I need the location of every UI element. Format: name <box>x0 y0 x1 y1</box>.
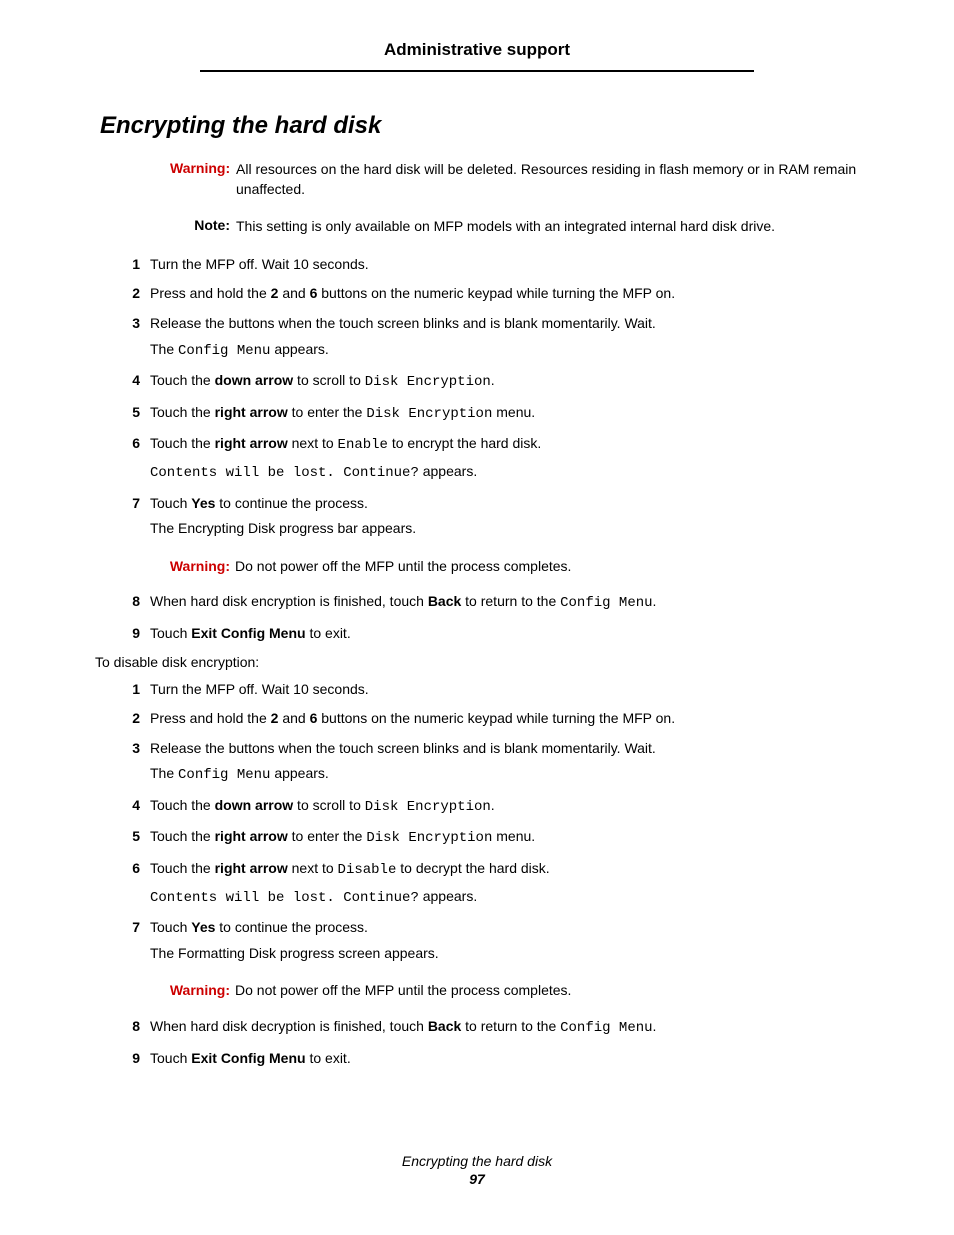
step-body: Touch the down arrow to scroll to Disk E… <box>150 796 859 818</box>
step-number: 7 <box>125 918 150 938</box>
warning-text: Do not power off the MFP until the proce… <box>235 557 571 577</box>
step-number: 3 <box>125 314 150 334</box>
step-item: 9 Touch Exit Config Menu to exit. <box>125 1049 859 1069</box>
note-label: Note: <box>194 217 230 233</box>
step-number: 1 <box>125 255 150 275</box>
step-body: Touch the right arrow next to Enable to … <box>150 434 859 483</box>
step-number: 4 <box>125 796 150 816</box>
step-item: 8 When hard disk decryption is finished,… <box>125 1017 859 1039</box>
steps-encrypt: 1 Turn the MFP off. Wait 10 seconds. 2 P… <box>125 255 859 644</box>
step-item: 6 Touch the right arrow next to Enable t… <box>125 434 859 483</box>
step-body: Press and hold the 2 and 6 buttons on th… <box>150 709 859 729</box>
step-body: Touch the right arrow to enter the Disk … <box>150 403 859 425</box>
step-item: 3 Release the buttons when the touch scr… <box>125 314 859 361</box>
step-number: 6 <box>125 434 150 454</box>
disable-intro: To disable disk encryption: <box>95 654 859 670</box>
step-number: 8 <box>125 1017 150 1037</box>
step-body: Release the buttons when the touch scree… <box>150 314 859 361</box>
note-text: This setting is only available on MFP mo… <box>236 217 859 237</box>
warning-label: Warning: <box>150 557 235 577</box>
step-body: Touch Exit Config Menu to exit. <box>150 624 859 644</box>
step-number: 3 <box>125 739 150 759</box>
page-footer: Encrypting the hard disk 97 <box>0 1153 954 1187</box>
steps-disable: 1 Turn the MFP off. Wait 10 seconds. 2 P… <box>125 680 859 1069</box>
step-item: 8 When hard disk encryption is finished,… <box>125 592 859 614</box>
step-body: Touch the right arrow to enter the Disk … <box>150 827 859 849</box>
step-body: When hard disk encryption is finished, t… <box>150 592 859 614</box>
step-body: Touch Exit Config Menu to exit. <box>150 1049 859 1069</box>
footer-title: Encrypting the hard disk <box>0 1153 954 1169</box>
step-item: 2 Press and hold the 2 and 6 buttons on … <box>125 709 859 729</box>
step-item: 3 Release the buttons when the touch scr… <box>125 739 859 786</box>
warning-text: Do not power off the MFP until the proce… <box>235 981 571 1001</box>
step-item: 5 Touch the right arrow to enter the Dis… <box>125 827 859 849</box>
step-item: 1 Turn the MFP off. Wait 10 seconds. <box>125 255 859 275</box>
step-item: 1 Turn the MFP off. Wait 10 seconds. <box>125 680 859 700</box>
inline-warning: Warning: Do not power off the MFP until … <box>150 557 859 577</box>
step-number: 5 <box>125 403 150 423</box>
step-item: 7 Touch Yes to continue the process. The… <box>125 918 859 1007</box>
step-body: When hard disk decryption is finished, t… <box>150 1017 859 1039</box>
warning-text: All resources on the hard disk will be d… <box>236 160 859 199</box>
inline-warning: Warning: Do not power off the MFP until … <box>150 981 859 1001</box>
step-body: Touch the right arrow next to Disable to… <box>150 859 859 908</box>
step-number: 4 <box>125 371 150 391</box>
step-body: Release the buttons when the touch scree… <box>150 739 859 786</box>
step-body: Turn the MFP off. Wait 10 seconds. <box>150 680 859 700</box>
step-body: Turn the MFP off. Wait 10 seconds. <box>150 255 859 275</box>
step-item: 5 Touch the right arrow to enter the Dis… <box>125 403 859 425</box>
step-number: 2 <box>125 709 150 729</box>
step-item: 4 Touch the down arrow to scroll to Disk… <box>125 371 859 393</box>
header-title: Administrative support <box>200 40 754 60</box>
step-item: 6 Touch the right arrow next to Disable … <box>125 859 859 908</box>
step-body: Press and hold the 2 and 6 buttons on th… <box>150 284 859 304</box>
note-block: Note: This setting is only available on … <box>170 217 859 237</box>
step-body: Touch the down arrow to scroll to Disk E… <box>150 371 859 393</box>
step-item: 7 Touch Yes to continue the process. The… <box>125 494 859 583</box>
step-number: 9 <box>125 1049 150 1069</box>
step-number: 2 <box>125 284 150 304</box>
step-item: 2 Press and hold the 2 and 6 buttons on … <box>125 284 859 304</box>
step-number: 1 <box>125 680 150 700</box>
page-title: Encrypting the hard disk <box>100 112 859 140</box>
step-body: Touch Yes to continue the process. The E… <box>150 494 859 583</box>
footer-page-number: 97 <box>0 1171 954 1187</box>
step-number: 9 <box>125 624 150 644</box>
step-number: 8 <box>125 592 150 612</box>
step-number: 7 <box>125 494 150 514</box>
step-item: 4 Touch the down arrow to scroll to Disk… <box>125 796 859 818</box>
step-number: 5 <box>125 827 150 847</box>
warning-label: Warning: <box>150 981 235 1001</box>
warning-block: Warning: All resources on the hard disk … <box>170 160 859 199</box>
step-body: Touch Yes to continue the process. The F… <box>150 918 859 1007</box>
warning-label: Warning: <box>170 160 230 176</box>
step-item: 9 Touch Exit Config Menu to exit. <box>125 624 859 644</box>
page-header: Administrative support <box>200 40 754 72</box>
step-number: 6 <box>125 859 150 879</box>
